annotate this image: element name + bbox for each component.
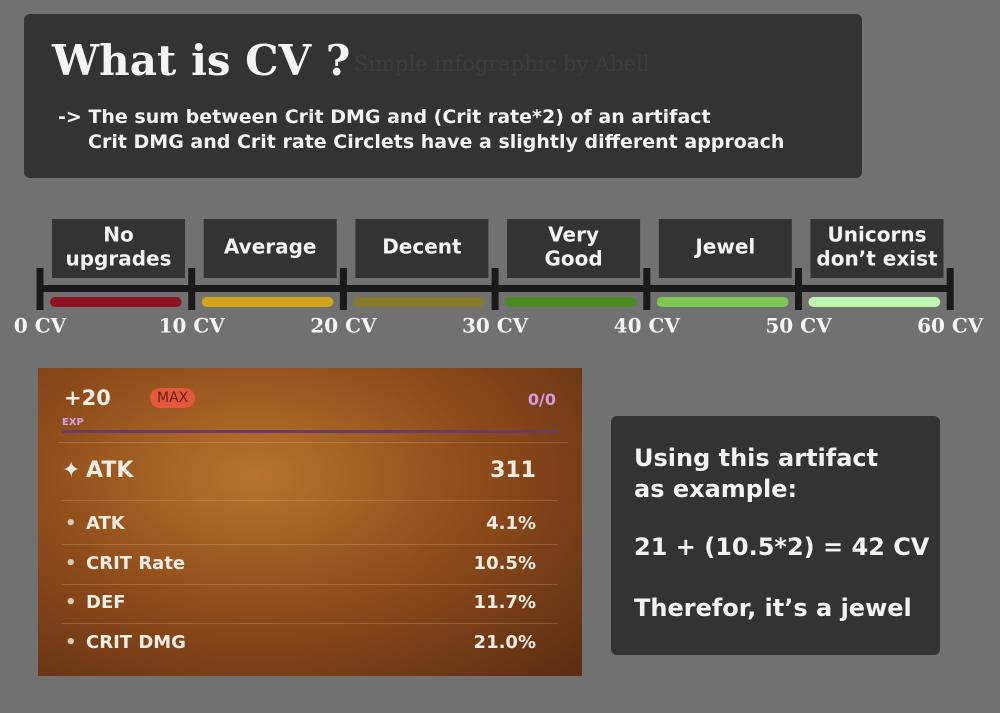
tick-label: 60 CV [917, 314, 984, 338]
artifact-level: +20 [64, 386, 111, 410]
substat-value: 11.7% [473, 592, 536, 613]
tier-box [52, 219, 185, 278]
tick-label: 30 CV [462, 314, 529, 338]
tier-label: No [103, 223, 133, 247]
subtitle: Simple infographic by Abell [354, 52, 650, 76]
artifact-card: +20 MAX 0/0 EXP ✦ ATK 311 • ATK 4.1% • CRIT … [38, 368, 582, 676]
description-line: -> The sum between Crit DMG and (Crit ra… [58, 106, 711, 128]
tier-label: Unicorns [828, 223, 927, 247]
tick-label: 20 CV [310, 314, 377, 338]
substat-name: ATK [86, 513, 125, 534]
tier-box [355, 219, 489, 278]
divider [62, 544, 558, 545]
divider [62, 500, 558, 501]
example-formula: 21 + (10.5*2) = 42 CV [634, 533, 930, 561]
tier-bar [50, 297, 182, 307]
bullet: • [65, 631, 77, 653]
bullet: • [65, 592, 77, 613]
tier-bar [808, 297, 941, 307]
scale-tick [36, 268, 44, 310]
exp-value: 0/0 [527, 390, 556, 409]
divider [62, 583, 558, 585]
tier-box [507, 219, 641, 278]
tier-label: Jewel [693, 235, 755, 259]
tier-bar [505, 297, 637, 307]
tier-bar [201, 297, 334, 307]
divider [58, 442, 568, 443]
substat-name: DEF [86, 592, 126, 613]
exp-label: EXP [62, 417, 84, 428]
max-badge: MAX [150, 388, 196, 408]
tick-label: 0 CV [14, 314, 67, 338]
scale-tick [795, 268, 802, 310]
main-stat-name: ATK [86, 458, 134, 483]
tick-label: 40 CV [614, 314, 681, 338]
substat-name: CRIT Rate [86, 552, 186, 574]
tier-label: Decent [382, 235, 462, 259]
example-text: Using this artifact [634, 444, 879, 472]
tier-label: Good [544, 247, 602, 271]
exp-bar [62, 430, 558, 433]
tier-box [658, 219, 792, 278]
tier-bar [353, 297, 486, 307]
example-conclusion: Therefor, it’s a jewel [634, 594, 912, 622]
example-text: as example: [634, 475, 798, 503]
divider [62, 623, 558, 624]
star-icon: ✦ [62, 458, 81, 483]
tier-label: Very [548, 223, 599, 247]
scale-tick [643, 268, 651, 310]
scale-tick [946, 268, 954, 310]
substat-name: CRIT DMG [86, 631, 186, 653]
scale-tick [339, 268, 347, 310]
main-stat-value: 311 [490, 458, 536, 483]
tick-label: 50 CV [765, 314, 832, 338]
header-panel: What is CV ? Simple infographic by Abell… [24, 14, 862, 178]
substat-value: 10.5% [473, 552, 536, 574]
tick-label: 10 CV [159, 314, 226, 338]
substat-value: 4.1% [486, 513, 536, 534]
bullet: • [65, 513, 77, 534]
tier-label: Average [224, 235, 317, 259]
tier-label: don’t exist [816, 247, 938, 271]
scale-tick [491, 268, 499, 310]
tier-box [203, 219, 337, 278]
bullet: • [65, 552, 77, 574]
tier-bar [656, 297, 789, 307]
description-line: Crit DMG and Crit rate Circlets have a s… [88, 131, 785, 153]
title: What is CV ? [52, 36, 351, 85]
scale-tick [188, 268, 196, 310]
substat-value: 21.0% [473, 631, 536, 653]
tier-box [810, 219, 944, 278]
tier-label: upgrades [65, 247, 171, 271]
example-panel: Using this artifact as example: 21 + (10… [611, 416, 940, 655]
